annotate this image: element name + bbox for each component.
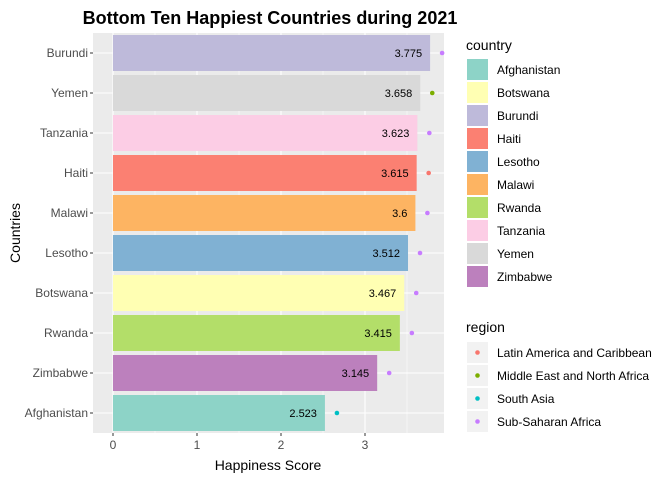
data-label-zimbabwe: 3.145: [342, 368, 370, 380]
x-axis-title: Happiness Score: [215, 457, 322, 473]
bars: [113, 35, 431, 431]
country-legend-key: [467, 59, 488, 80]
data-label-haiti: 3.615: [381, 168, 409, 180]
bar-tanzania: [113, 115, 418, 151]
region-point-botswana: [413, 290, 419, 296]
region-point-zimbabwe: [386, 370, 392, 376]
bar-malawi: [113, 195, 416, 231]
country-legend-key: [467, 128, 488, 149]
country-legend-label: Malawi: [497, 178, 534, 192]
y-tick-label: Tanzania: [40, 126, 88, 140]
x-tick-label: 3: [362, 438, 369, 452]
country-legend-label: Haiti: [497, 132, 521, 146]
region-point-malawi: [425, 210, 430, 216]
y-tick-label: Botswana: [35, 286, 88, 300]
country-legend-key: [467, 266, 488, 287]
y-tick-label: Yemen: [51, 86, 88, 100]
country-legend-label: Afghanistan: [497, 63, 560, 77]
country-legend-label: Botswana: [497, 86, 550, 100]
x-tick-label: 0: [110, 438, 117, 452]
bar-yemen: [113, 75, 421, 111]
region-legend: region Latin America and Caribbean Middle…: [466, 319, 652, 432]
bar-burundi: [113, 35, 431, 71]
data-label-malawi: 3.6: [392, 208, 407, 220]
country-legend-key: [467, 243, 488, 264]
y-tick-label: Rwanda: [44, 326, 88, 340]
country-legend-label: Lesotho: [497, 155, 540, 169]
region-legend-key: [475, 396, 480, 401]
y-tick-labels: Burundi Yemen Tanzania Haiti Malawi Lesotho Bo…: [25, 46, 93, 420]
country-legend-key: [467, 220, 488, 241]
region-points: [334, 50, 445, 416]
chart-title: Bottom Ten Happiest Countries during 202…: [83, 8, 458, 28]
data-labels: 3.775 3.658 3.623 3.615 3.6 3.512 3.467 3.415 3.…: [289, 48, 422, 420]
bar-botswana: [113, 275, 405, 311]
region-legend-key: [475, 373, 480, 378]
bar-zimbabwe: [113, 355, 378, 391]
region-legend-label: Sub-Saharan Africa: [497, 415, 601, 429]
country-legend-label: Zimbabwe: [497, 270, 553, 284]
data-label-rwanda: 3.415: [364, 328, 392, 340]
country-legend-label: Burundi: [497, 109, 538, 123]
country-legend-key: [467, 197, 488, 218]
country-legend-label: Tanzania: [497, 224, 545, 238]
region-point-haiti: [426, 170, 431, 176]
region-point-yemen: [429, 90, 435, 96]
y-axis-title: Countries: [7, 203, 23, 263]
region-legend-title: region: [466, 319, 505, 335]
x-tick-labels: 0 1 2 3: [110, 433, 369, 452]
country-legend-key: [467, 174, 488, 195]
region-point-tanzania: [427, 130, 432, 136]
y-tick-label: Malawi: [51, 206, 88, 220]
region-point-burundi: [439, 50, 445, 56]
y-tick-label: Lesotho: [45, 246, 88, 260]
data-label-lesotho: 3.512: [372, 248, 400, 260]
data-label-tanzania: 3.623: [382, 128, 410, 140]
region-legend-label: South Asia: [497, 392, 555, 406]
bar-lesotho: [113, 235, 409, 271]
bar-afghanistan: [113, 395, 325, 431]
country-legend-key: [467, 105, 488, 126]
region-point-rwanda: [409, 330, 415, 336]
bar-haiti: [113, 155, 417, 191]
x-tick-label: 2: [278, 438, 285, 452]
country-legend-key: [467, 151, 488, 172]
x-tick-label: 1: [194, 438, 201, 452]
region-legend-key: [475, 419, 480, 424]
country-legend: country Afghanistan Botswana Burundi Haiti L…: [466, 37, 560, 287]
data-label-botswana: 3.467: [369, 288, 397, 300]
data-label-afghanistan: 2.523: [289, 408, 317, 420]
region-point-lesotho: [417, 250, 423, 256]
y-tick-label: Zimbabwe: [33, 366, 89, 380]
region-legend-key: [475, 350, 480, 355]
region-legend-label: Latin America and Caribbean: [497, 346, 652, 360]
y-tick-label: Afghanistan: [25, 406, 88, 420]
country-legend-title: country: [466, 37, 512, 53]
country-legend-key: [467, 82, 488, 103]
y-tick-label: Haiti: [64, 166, 88, 180]
region-legend-label: Middle East and North Africa: [497, 369, 649, 383]
bar-rwanda: [113, 315, 400, 351]
y-tick-label: Burundi: [47, 46, 88, 60]
data-label-yemen: 3.658: [385, 88, 413, 100]
country-legend-label: Rwanda: [497, 201, 541, 215]
data-label-burundi: 3.775: [395, 48, 423, 60]
region-point-afghanistan: [334, 410, 340, 416]
country-legend-label: Yemen: [497, 247, 534, 261]
